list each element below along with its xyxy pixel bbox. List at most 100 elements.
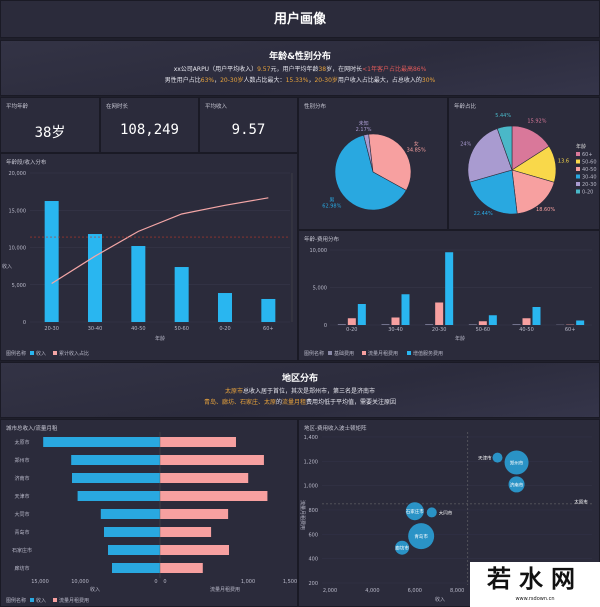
x-tick-label: 50-60 [174,326,189,332]
bar-增值服务费用 [532,307,541,325]
watermark-logo: 若水网 www.rsdown.cn [470,562,600,607]
y-tick-label: 400 [308,557,318,563]
y-category-label: 廊坊市 [14,565,29,572]
bar-flow-fee [160,545,229,555]
pie-label-name: 女 [414,140,419,147]
bar-income [88,234,102,322]
kpi-tenure: 在网时长 108,249 [100,97,199,153]
summary-segment: 20-30岁 [220,77,244,84]
bar-income [261,298,276,322]
x-axis-title: 流量月租费用 [210,586,240,593]
bar-增值服务费用 [488,315,497,325]
bar-income [72,473,160,483]
y-tick-label: 1,400 [304,435,318,441]
summary-segment: 太原市 [224,388,243,395]
chart-title: 年龄段/收入分布 [6,160,47,166]
y-tick-label: 5,000 [313,286,327,292]
region-line-2: 青岛、廊坊、石家庄、太原的流量月租费用均低于平均值，需要关注原因 [1,397,599,406]
x-tick-label: 0-20 [346,327,357,333]
x-tick-label: 30-40 [88,326,103,332]
x-tick-label: 1,000 [241,579,255,585]
bubble [395,540,410,555]
bubble-label: 郑州市 [510,460,524,467]
kpi-avg-income: 平均收入 9.57 [199,97,298,153]
legend-item: 40-50 [582,167,597,173]
pie-label-value: 2.17% [356,127,372,133]
kpi-label: 平均年龄 [6,104,29,110]
legend-item: 0-20 [582,190,593,196]
legend-title: 图例名称 [6,350,26,357]
x-tick-label: 2,000 [323,588,337,594]
legend-swatch [53,598,57,602]
pie-label-value: 22.44% [474,211,493,217]
summary-line-1: xx公司ARPU（用户平均收入）9.57元，用户平均年龄38岁，在网时长<1年客… [1,64,599,73]
y-tick-label: 20,000 [9,171,27,177]
summary-line-2: 男性用户占比63%，20-30岁人数占比最大：15.33%，20-30岁用户收入… [1,75,599,84]
bar-增值服务费用 [576,320,585,325]
bubble [426,507,437,518]
bubble-label: 青岛市 [414,533,428,540]
legend-item: 20-30 [582,182,597,188]
y-category-label: 太原市 [14,439,29,446]
pie-slice-男 [334,134,407,211]
x-tick-label: 30-40 [388,327,403,333]
kpi-label: 在网时长 [106,104,129,110]
y-tick-label: 600 [308,532,318,538]
summary-segment: 9.57 [257,66,271,73]
legend-swatch [328,351,332,355]
kpi-label: 平均收入 [205,104,228,110]
summary-segment: xx公司ARPU（用户平均收入） [173,66,258,73]
legend-item: 30-40 [582,175,597,181]
watermark-text: 若水网 [487,565,583,593]
bar-income [131,246,146,322]
summary-segment: 人数占比最大： [243,77,286,84]
x-tick-label: 20-30 [44,326,59,332]
bar-流量月租费用 [347,318,356,325]
x-axis-title: 年龄 [155,335,165,342]
legend-swatch [576,152,580,156]
bar-流量月租费用 [478,321,487,325]
legend-title: 年龄 [576,143,586,150]
legend-title: 图例名称 [6,597,26,604]
bar-flow-fee [160,563,203,573]
x-axis-title: 收入 [435,596,445,603]
legend-swatch [576,182,580,186]
legend-item: 收入 [36,597,46,604]
summary-segment: 的 [275,399,282,406]
legend-item: 累计收入占比 [59,350,89,357]
y-tick-label: 15,000 [9,208,27,214]
bubble-label: 石家庄市 [406,508,424,515]
x-tick-label: 0 [163,579,166,585]
summary-segment: 15.33% [285,77,309,84]
pie-slice-30-40 [469,169,518,215]
legend-swatch [576,189,580,194]
bubble [504,450,529,475]
bar-流量月租费用 [435,302,444,325]
chart-title: 性别分布 [304,104,327,110]
y-category-label: 天津市 [14,493,29,500]
x-tick-label: 4,000 [365,588,379,594]
x-tick-label: 10,000 [71,579,89,585]
legend-item: 基础费用 [334,350,354,357]
legend-item: 60+ [582,152,593,158]
bubble [492,452,503,463]
x-tick-label: 50-60 [476,327,491,333]
x-tick-label: 0-20 [219,326,230,332]
y-axis-title: 流量月租费用 [299,500,306,530]
bubble-label: 天津市 [478,455,492,462]
bubble-label: 济南市 [510,481,524,488]
bar-基础费用 [337,324,346,325]
x-tick-label: 8,000 [450,588,464,594]
chart-title: 城市总收入/流量月租 [6,426,58,432]
bubble-label: 廊坊市 [395,545,409,552]
bar-flow-fee [160,509,229,519]
x-tick-label: 60+ [263,326,274,332]
bar-income [174,267,189,322]
watermark-sub: www.rsdown.cn [515,596,555,602]
x-tick-label: 15,000 [31,579,49,585]
legend-swatch [30,598,34,602]
bar-income [44,201,59,322]
pie-label-value: 34.85% [407,147,426,153]
bar-income [71,455,160,465]
summary-segment: 20-30岁 [314,77,338,84]
